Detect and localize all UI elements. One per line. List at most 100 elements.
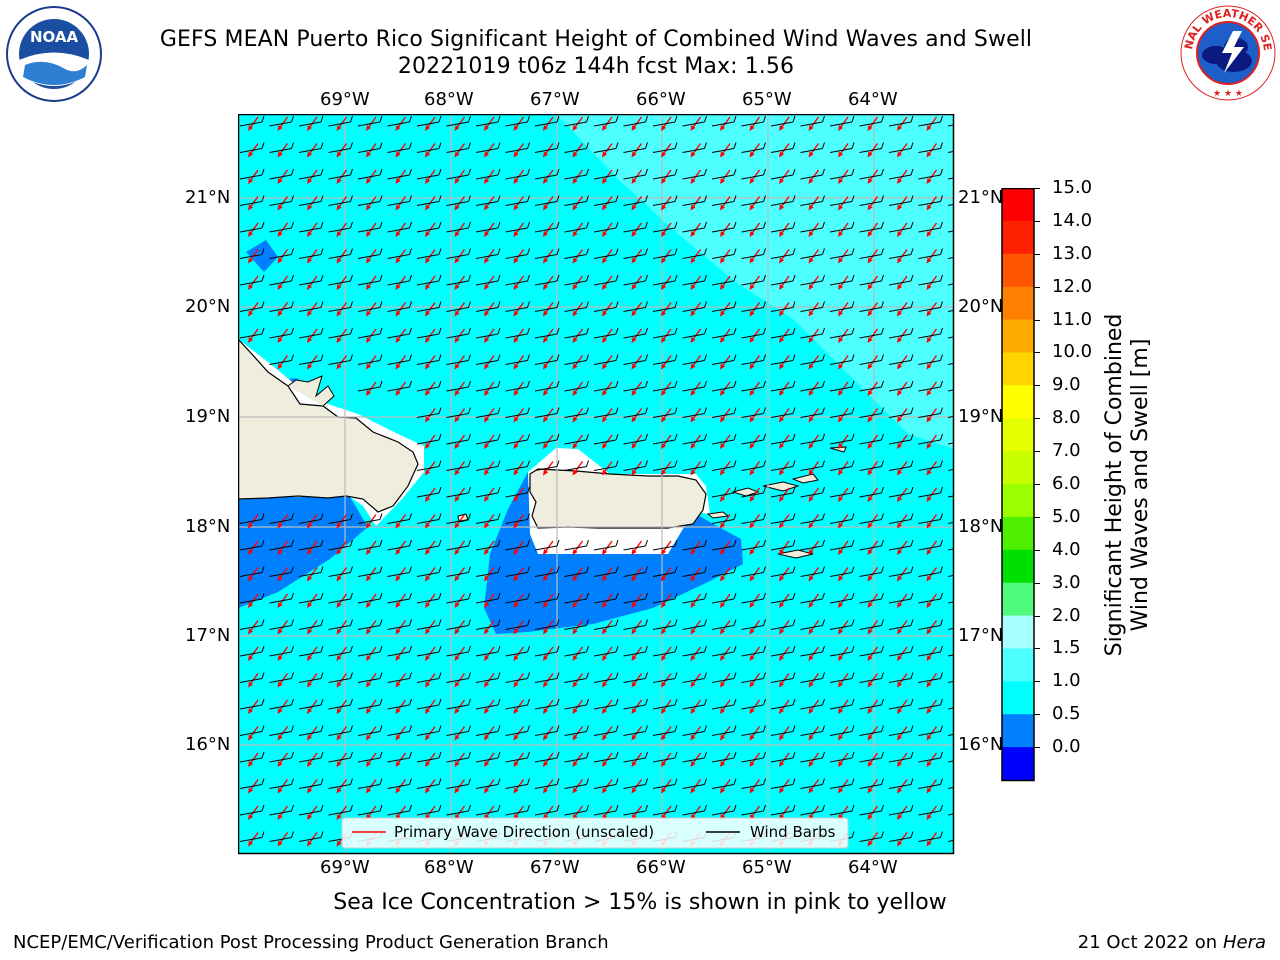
wind-barb-flag [379, 539, 383, 547]
wave-arrowhead [336, 814, 342, 820]
wave-arrow [868, 646, 879, 659]
wind-barb-flag [733, 778, 737, 785]
wave-arrow [514, 222, 525, 235]
wind-barb [770, 757, 794, 763]
wave-arrowhead [454, 337, 460, 343]
wind-barb-flag [556, 698, 560, 706]
wind-barb-flag [320, 592, 324, 600]
wind-barb-flag [497, 645, 501, 653]
wave-arrow [485, 699, 495, 712]
wind-barb [682, 731, 705, 736]
wind-barb [859, 519, 882, 524]
wave-arrow [603, 143, 613, 155]
wave-arrowhead [277, 814, 283, 820]
wind-barb-flag [881, 195, 884, 202]
wave-arrowhead [720, 496, 725, 502]
sea-ice-note: Sea Ice Concentration > 15% is shown in … [333, 890, 947, 915]
wave-arrowhead [867, 708, 873, 714]
wind-barb [534, 227, 558, 233]
land-vieques [706, 511, 730, 519]
wave-arrow [780, 646, 790, 659]
wave-arrow [721, 434, 731, 447]
wind-barb-flag [615, 778, 619, 785]
wind-barb-flag [704, 195, 707, 202]
wind-barb-flag [851, 513, 855, 520]
wind-barb-flag [291, 274, 294, 282]
wave-arrow [308, 673, 318, 685]
wave-arrow [898, 222, 908, 235]
wind-barb-flag [379, 142, 383, 149]
wind-barb [475, 519, 499, 524]
wind-barb-flag [822, 513, 825, 520]
wind-barb-flag [615, 115, 619, 123]
wind-barb [800, 492, 823, 498]
wind-barb [328, 757, 351, 763]
wind-barb-flag [527, 248, 530, 255]
wind-barb [947, 627, 954, 630]
wind-barb-flag [822, 592, 825, 600]
wave-arrowhead [366, 734, 371, 741]
wave-arrow [780, 196, 790, 208]
wave-arrowhead [572, 787, 578, 794]
wave-arrowhead [336, 178, 342, 184]
wave-arrow [927, 832, 938, 844]
wind-barb [859, 174, 882, 180]
wave-arrow [839, 302, 849, 314]
wind-barb [888, 227, 912, 233]
wave-arrow [514, 461, 525, 473]
wind-barb [564, 148, 587, 153]
wind-barb-flag [409, 672, 412, 679]
wave-arrow [721, 249, 731, 261]
wind-barb-flag [556, 248, 560, 255]
wind-barb [918, 492, 941, 498]
wind-barb [947, 177, 954, 180]
wind-barb [859, 333, 882, 339]
wave-arrow [927, 620, 938, 632]
wind-barb [357, 678, 381, 683]
wave-arrowhead [425, 416, 430, 423]
lat-label-right: 18°N [958, 516, 1004, 537]
wave-arrowhead [366, 602, 371, 608]
wind-barb-flag [881, 751, 884, 759]
wind-barb-flag [586, 645, 589, 653]
wind-barb-flag [851, 539, 855, 547]
wave-arrow [308, 540, 318, 553]
wave-arrowhead [838, 363, 843, 370]
wind-barb [505, 201, 528, 206]
wave-arrow [514, 805, 525, 818]
wave-arrowhead [808, 708, 814, 714]
wave-arrowhead [425, 151, 430, 158]
wave-arrowhead [926, 443, 932, 449]
wind-barb [505, 360, 528, 365]
wind-barb-flag [438, 460, 442, 467]
wave-arrowhead [690, 151, 696, 158]
wave-arrowhead [926, 363, 932, 370]
wave-arrow [249, 143, 259, 155]
wave-arrowhead [366, 310, 371, 317]
wave-arrow [603, 461, 613, 473]
wind-barb [357, 174, 381, 180]
wave-arrowhead [749, 761, 755, 767]
wind-barb-flag [851, 274, 855, 282]
wave-arrow [839, 143, 849, 155]
wave-arrowhead [661, 204, 666, 211]
wave-arrowhead [897, 337, 902, 343]
wave-arrowhead [631, 337, 637, 343]
wind-barb-flag [320, 831, 324, 838]
wind-barb-flag [586, 672, 589, 679]
wave-arrow [839, 726, 849, 738]
wave-arrowhead [572, 337, 578, 343]
wave-arrowhead [277, 628, 283, 635]
wind-barb [829, 174, 853, 180]
wind-barb [711, 731, 735, 736]
wind-barb-flag [851, 698, 855, 706]
wind-barb-flag [556, 274, 560, 282]
wind-barb-flag [733, 513, 737, 520]
wind-barb [652, 280, 676, 286]
wind-barb-flag [379, 327, 383, 335]
lat-label-left: 21°N [185, 187, 231, 208]
wave-arrow [308, 646, 318, 659]
colorbar-tick-mark [1034, 582, 1040, 584]
wave-arrowhead [307, 231, 312, 237]
wind-barb [475, 227, 499, 233]
